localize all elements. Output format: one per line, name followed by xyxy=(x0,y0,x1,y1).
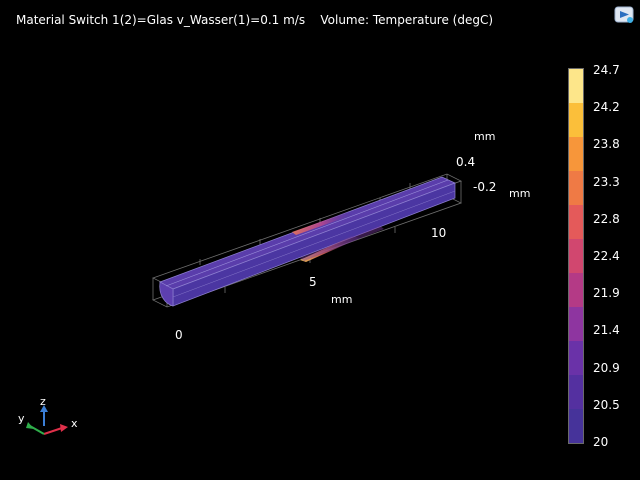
x-tick-0: 0 xyxy=(175,328,183,342)
colorbar-segment xyxy=(569,103,583,137)
triad-z-label: z xyxy=(40,395,46,408)
channel-end-cap xyxy=(159,281,174,307)
y-tick-minus-0-2: -0.2 xyxy=(473,180,496,194)
x-tick-5: 5 xyxy=(309,275,317,289)
colorbar-tick-label: 23.3 xyxy=(593,174,620,189)
colorbar-segment xyxy=(569,239,583,273)
temperature-colorbar xyxy=(568,68,584,444)
colorbar-tick-label: 20 xyxy=(593,435,609,449)
z-axis-unit: mm xyxy=(474,130,495,143)
y-axis-unit: mm xyxy=(509,187,530,200)
colorbar-segment xyxy=(569,375,583,409)
colorbar-segment xyxy=(569,307,583,341)
colorbar-tick-label: 20.5 xyxy=(593,397,620,412)
colorbar-segment xyxy=(569,69,583,103)
colorbar-tick-label: 21.9 xyxy=(593,286,620,301)
hot-zone-lower xyxy=(300,236,360,262)
colorbar-tick-label: 24.7 xyxy=(593,63,620,77)
channel-geometry xyxy=(159,176,456,307)
colorbar-segment xyxy=(569,409,583,443)
comsol-logo-icon[interactable] xyxy=(614,5,636,25)
colorbar-tick-label: 24.2 xyxy=(593,100,620,115)
x-axis-unit: mm xyxy=(331,293,352,306)
triad-y-label: y xyxy=(18,412,25,425)
colorbar-tick-label: 22.4 xyxy=(593,249,620,263)
colorbar-tick-label: 21.4 xyxy=(593,323,620,338)
triad-x-label: x xyxy=(71,417,78,430)
colorbar-tick-label: 20.9 xyxy=(593,360,620,375)
hot-zone-upper xyxy=(292,212,352,235)
colorbar-segment xyxy=(569,341,583,375)
colorbar-segment xyxy=(569,273,583,307)
colorbar-segment xyxy=(569,171,583,205)
colorbar-labels: 24.7 24.2 23.8 23.3 22.8 22.4 21.9 21.4 20.9 20.5… xyxy=(593,63,633,449)
x-tick-10: 10 xyxy=(431,226,446,240)
z-tick-0-4: 0.4 xyxy=(456,155,475,169)
colorbar-tick-label: 22.8 xyxy=(593,211,620,226)
colorbar-segment xyxy=(569,137,583,171)
plot-title: Material Switch 1(2)=Glas v_Wasser(1)=0.… xyxy=(16,13,494,27)
colorbar-segment xyxy=(569,205,583,239)
hot-zone-band xyxy=(300,226,384,261)
colorbar-tick-label: 23.8 xyxy=(593,137,620,152)
triad-x-axis xyxy=(43,427,63,435)
orientation-triad: z x y xyxy=(18,395,78,435)
